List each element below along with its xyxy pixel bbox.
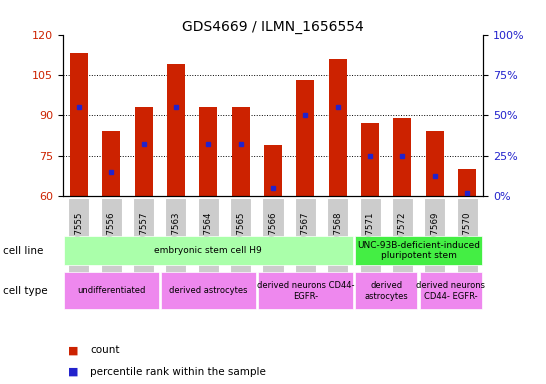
Text: cell type: cell type bbox=[3, 286, 48, 296]
Text: undifferentiated: undifferentiated bbox=[77, 286, 145, 295]
Bar bbox=[68, 198, 90, 278]
Bar bbox=[230, 198, 251, 278]
Text: cell line: cell line bbox=[3, 245, 43, 256]
Text: derived astrocytes: derived astrocytes bbox=[169, 286, 247, 295]
Bar bbox=[424, 198, 445, 278]
Bar bbox=[165, 198, 187, 278]
Text: derived
astrocytes: derived astrocytes bbox=[364, 281, 408, 301]
Bar bbox=[64, 272, 158, 310]
Text: GSM997572: GSM997572 bbox=[398, 212, 407, 264]
Bar bbox=[361, 123, 379, 196]
Bar bbox=[456, 198, 478, 278]
Text: derived neurons
CD44- EGFR-: derived neurons CD44- EGFR- bbox=[417, 281, 485, 301]
Text: GSM997565: GSM997565 bbox=[236, 212, 245, 264]
Text: embryonic stem cell H9: embryonic stem cell H9 bbox=[155, 246, 262, 255]
Bar bbox=[64, 236, 353, 265]
Text: derived neurons CD44-
EGFR-: derived neurons CD44- EGFR- bbox=[257, 281, 354, 301]
Bar bbox=[458, 169, 476, 196]
Text: GSM997570: GSM997570 bbox=[462, 212, 472, 264]
Text: percentile rank within the sample: percentile rank within the sample bbox=[90, 367, 266, 377]
Text: GSM997555: GSM997555 bbox=[74, 212, 84, 264]
Bar bbox=[264, 145, 282, 196]
Text: GSM997569: GSM997569 bbox=[430, 212, 439, 264]
Text: GSM997556: GSM997556 bbox=[107, 212, 116, 264]
Bar bbox=[199, 107, 217, 196]
Bar bbox=[355, 272, 417, 310]
Text: ■: ■ bbox=[68, 367, 79, 377]
Bar bbox=[232, 107, 250, 196]
Bar bbox=[295, 198, 316, 278]
Bar bbox=[70, 53, 88, 196]
Text: GSM997566: GSM997566 bbox=[269, 212, 277, 264]
Bar bbox=[394, 118, 411, 196]
Bar bbox=[133, 198, 154, 278]
Text: GSM997568: GSM997568 bbox=[333, 212, 342, 264]
Bar bbox=[198, 198, 219, 278]
Bar bbox=[327, 198, 348, 278]
Text: GSM997557: GSM997557 bbox=[139, 212, 148, 264]
Text: GSM997571: GSM997571 bbox=[365, 212, 375, 264]
Bar bbox=[258, 272, 353, 310]
Bar bbox=[426, 131, 443, 196]
Bar bbox=[161, 272, 256, 310]
Text: ■: ■ bbox=[68, 345, 79, 355]
Bar bbox=[167, 64, 185, 196]
Bar bbox=[420, 272, 482, 310]
Bar bbox=[296, 80, 314, 196]
Title: GDS4669 / ILMN_1656554: GDS4669 / ILMN_1656554 bbox=[182, 20, 364, 33]
Text: count: count bbox=[90, 345, 120, 355]
Bar bbox=[355, 236, 482, 265]
Bar bbox=[329, 59, 347, 196]
Bar bbox=[263, 198, 283, 278]
Bar bbox=[392, 198, 413, 278]
Text: GSM997563: GSM997563 bbox=[171, 212, 181, 264]
Bar bbox=[359, 198, 381, 278]
Bar bbox=[135, 107, 152, 196]
Bar bbox=[101, 198, 122, 278]
Text: GSM997564: GSM997564 bbox=[204, 212, 213, 264]
Text: UNC-93B-deficient-induced
pluripotent stem: UNC-93B-deficient-induced pluripotent st… bbox=[357, 241, 480, 260]
Text: GSM997567: GSM997567 bbox=[301, 212, 310, 264]
Bar bbox=[103, 131, 120, 196]
